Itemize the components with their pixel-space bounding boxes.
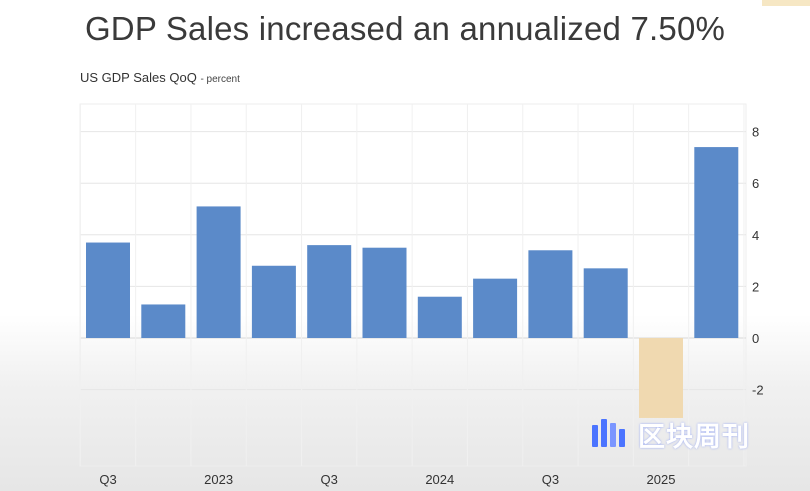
- bar-2024-q1: [417, 296, 462, 338]
- x-tick-label: Q3: [542, 472, 559, 487]
- x-tick-label: 2025: [647, 472, 676, 487]
- bar-logo-icon: [592, 418, 625, 447]
- bar-2025-q1: [639, 338, 683, 418]
- bar-2023-q1: [196, 206, 241, 338]
- watermark-text: 区块周刊: [638, 422, 750, 452]
- y-tick-label: 8: [752, 125, 759, 140]
- y-tick-label: 0: [752, 331, 759, 346]
- bar-2022-q3: [86, 242, 130, 338]
- x-tick-label: Q3: [321, 472, 338, 487]
- page-headline: GDP Sales increased an annualized 7.50%: [84, 10, 726, 47]
- bar-2024-q4: [583, 268, 628, 338]
- bar-2023-q4: [362, 247, 407, 338]
- x-tick-label: Q3: [99, 472, 116, 487]
- chart-title: US GDP Sales QoQ: [80, 70, 197, 85]
- bar-2023-q3: [307, 245, 352, 338]
- bar-2024-q3: [528, 250, 573, 338]
- x-tick-label: 2023: [204, 472, 233, 487]
- x-tick-label: 2024: [425, 472, 454, 487]
- chart-unit: - percent: [200, 74, 240, 85]
- bar-2023-q2: [251, 265, 296, 338]
- y-tick-label: 4: [752, 228, 759, 243]
- y-tick-label: -2: [752, 383, 764, 398]
- y-tick-label: 6: [752, 176, 759, 191]
- watermark: 区块周刊: [590, 415, 750, 454]
- y-tick-label: 2: [752, 279, 759, 294]
- corner-tab: [762, 0, 810, 6]
- chart-subtitle: US GDP Sales QoQ - percent: [80, 70, 240, 85]
- bar-2025-q2: [694, 147, 739, 338]
- bar-2022-q4: [141, 304, 186, 338]
- bar-2024-q2: [473, 278, 518, 338]
